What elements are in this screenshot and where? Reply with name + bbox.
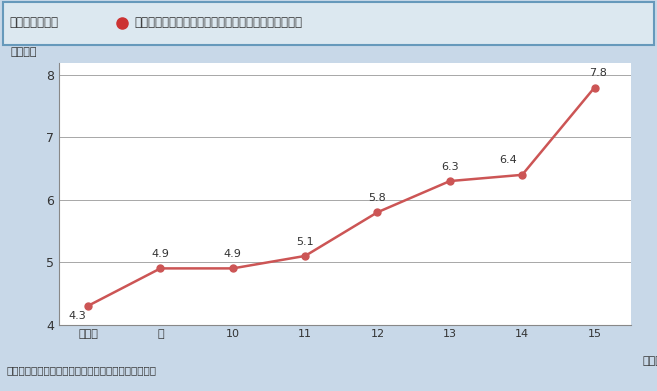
Text: 6.4: 6.4 — [499, 156, 516, 165]
Text: 5.8: 5.8 — [369, 193, 386, 203]
Text: 第１－序－７図: 第１－序－７図 — [10, 16, 59, 29]
Text: 東京都における分譲マンションの着工新築戸数の推移: 東京都における分譲マンションの着工新築戸数の推移 — [135, 16, 303, 29]
Text: 4.9: 4.9 — [152, 249, 170, 259]
FancyBboxPatch shape — [3, 2, 654, 45]
Text: 4.9: 4.9 — [224, 249, 242, 259]
Text: （備考）国土交通省「建築着工統計調査」より作成。: （備考）国土交通省「建築着工統計調査」より作成。 — [7, 365, 156, 375]
Text: 6.3: 6.3 — [441, 162, 459, 172]
Text: （年度）: （年度） — [642, 356, 657, 366]
Text: 7.8: 7.8 — [589, 68, 607, 78]
Text: （万戸）: （万戸） — [11, 47, 37, 57]
Text: 5.1: 5.1 — [296, 237, 314, 247]
Text: 4.3: 4.3 — [68, 311, 86, 321]
